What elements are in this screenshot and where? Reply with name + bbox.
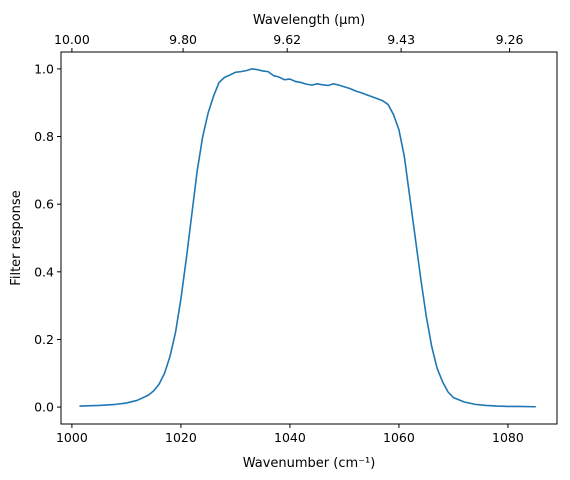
x-tick-label: 1000 (56, 430, 88, 445)
top-x-axis-label: Wavelength (μm) (253, 13, 365, 28)
bottom-x-ticks: 1000 1020 1040 1060 1080 (56, 424, 524, 445)
filter-response-line (79, 68, 537, 408)
top-x-tick-label: 9.80 (169, 32, 197, 47)
series-layer (79, 68, 537, 408)
x-tick-label: 1020 (165, 430, 197, 445)
y-tick-label: 1.0 (34, 61, 54, 76)
x-tick-label: 1040 (274, 430, 306, 445)
top-x-tick-label: 9.62 (273, 32, 301, 47)
x-tick-label: 1060 (383, 430, 415, 445)
plot-frame (60, 51, 558, 425)
x-tick-label: 1080 (492, 430, 524, 445)
top-x-tick-label: 9.26 (496, 32, 524, 47)
top-x-ticks: 10.00 9.80 9.62 9.43 9.26 (54, 32, 524, 52)
y-tick-label: 0.4 (34, 264, 54, 279)
y-ticks: 0.0 0.2 0.4 0.6 0.8 1.0 (34, 61, 61, 415)
y-tick-label: 0.2 (34, 332, 54, 347)
y-tick-label: 0.8 (34, 129, 54, 144)
y-axis-label: Filter response (9, 190, 24, 285)
y-tick-label: 0.6 (34, 197, 54, 212)
y-tick-label: 0.0 (34, 400, 54, 415)
x-axis-label: Wavenumber (cm⁻¹) (243, 456, 376, 471)
top-x-tick-label: 9.43 (387, 32, 415, 47)
top-x-tick-label: 10.00 (54, 32, 90, 47)
